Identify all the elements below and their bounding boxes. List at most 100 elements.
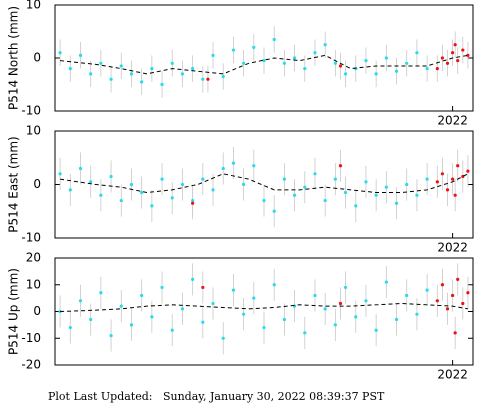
point bbox=[425, 67, 429, 71]
point bbox=[384, 185, 388, 189]
point bbox=[231, 48, 236, 52]
point bbox=[425, 177, 429, 181]
point bbox=[364, 180, 368, 184]
point bbox=[262, 59, 266, 63]
x-tick-label: 2022 bbox=[437, 114, 468, 128]
point bbox=[461, 301, 465, 306]
point bbox=[333, 177, 337, 181]
point bbox=[445, 307, 450, 311]
point bbox=[282, 177, 286, 181]
point bbox=[405, 61, 409, 65]
point bbox=[435, 180, 439, 184]
point bbox=[303, 185, 307, 189]
point bbox=[160, 285, 164, 290]
point bbox=[252, 296, 256, 300]
point bbox=[272, 37, 276, 42]
point bbox=[129, 182, 134, 187]
x-tick-label: 2022 bbox=[437, 368, 468, 382]
point bbox=[461, 48, 465, 52]
point bbox=[343, 285, 348, 290]
point bbox=[445, 188, 450, 192]
point bbox=[221, 166, 225, 171]
point bbox=[252, 164, 256, 168]
point bbox=[119, 64, 123, 68]
point bbox=[440, 172, 445, 176]
point bbox=[140, 190, 144, 195]
y-tick-label: -10 bbox=[21, 231, 41, 245]
point bbox=[451, 51, 455, 55]
point bbox=[374, 193, 378, 197]
point bbox=[456, 59, 460, 63]
point bbox=[374, 328, 378, 332]
point bbox=[242, 182, 246, 187]
point bbox=[160, 177, 164, 181]
point bbox=[99, 61, 103, 65]
point bbox=[272, 209, 276, 213]
point bbox=[129, 72, 134, 76]
point bbox=[303, 331, 307, 335]
point bbox=[150, 67, 154, 71]
point bbox=[453, 193, 457, 197]
point bbox=[384, 56, 388, 60]
point bbox=[99, 193, 103, 197]
point bbox=[170, 328, 174, 332]
point bbox=[150, 204, 154, 208]
point bbox=[68, 188, 72, 192]
point bbox=[415, 312, 419, 316]
y-axis-label: P514 Up (mm) bbox=[7, 268, 21, 355]
point bbox=[338, 64, 343, 68]
point bbox=[242, 312, 246, 316]
point bbox=[58, 172, 62, 176]
point bbox=[89, 317, 93, 322]
point bbox=[405, 182, 409, 187]
point bbox=[231, 161, 236, 165]
y-tick-label: -10 bbox=[21, 104, 41, 118]
point bbox=[191, 277, 195, 281]
point bbox=[242, 61, 246, 65]
point bbox=[129, 323, 134, 327]
point bbox=[354, 315, 358, 319]
point bbox=[384, 280, 388, 284]
point bbox=[394, 69, 399, 73]
point bbox=[440, 283, 445, 287]
point bbox=[211, 53, 215, 57]
point bbox=[333, 323, 337, 327]
point bbox=[180, 182, 185, 187]
y-tick-label: 10 bbox=[26, 277, 41, 291]
point bbox=[445, 61, 450, 65]
point bbox=[292, 56, 297, 60]
point bbox=[364, 299, 368, 303]
point bbox=[466, 169, 470, 173]
point bbox=[58, 51, 62, 55]
y-tick-label: 10 bbox=[26, 124, 41, 138]
point bbox=[456, 164, 460, 168]
point bbox=[453, 43, 457, 47]
point bbox=[109, 77, 113, 81]
point bbox=[313, 51, 317, 55]
point bbox=[221, 74, 225, 79]
point bbox=[435, 299, 439, 303]
point bbox=[303, 67, 307, 71]
point bbox=[231, 288, 236, 292]
trend-line bbox=[60, 173, 469, 194]
point bbox=[211, 301, 215, 306]
point bbox=[440, 56, 445, 60]
point bbox=[354, 204, 358, 208]
point bbox=[343, 72, 348, 76]
point bbox=[221, 336, 225, 340]
point bbox=[201, 285, 205, 290]
point bbox=[405, 293, 409, 298]
point bbox=[140, 293, 144, 298]
point bbox=[160, 82, 164, 87]
point bbox=[180, 72, 185, 76]
y-tick-label: 0 bbox=[33, 177, 41, 191]
point bbox=[282, 61, 286, 65]
point bbox=[140, 80, 144, 84]
point bbox=[211, 188, 215, 192]
point bbox=[451, 177, 455, 181]
point bbox=[323, 43, 327, 47]
point bbox=[119, 198, 123, 203]
point bbox=[89, 72, 93, 76]
point bbox=[425, 288, 429, 292]
